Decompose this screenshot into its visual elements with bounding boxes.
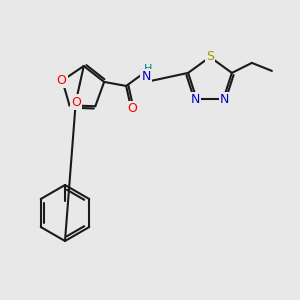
Text: O: O <box>127 102 137 116</box>
Text: N: N <box>142 70 151 83</box>
Text: N: N <box>191 93 200 106</box>
Text: H: H <box>144 64 152 74</box>
Text: O: O <box>71 95 81 109</box>
Text: N: N <box>220 93 229 106</box>
Text: S: S <box>206 50 214 62</box>
Text: N: N <box>142 70 151 83</box>
Text: O: O <box>56 74 66 87</box>
